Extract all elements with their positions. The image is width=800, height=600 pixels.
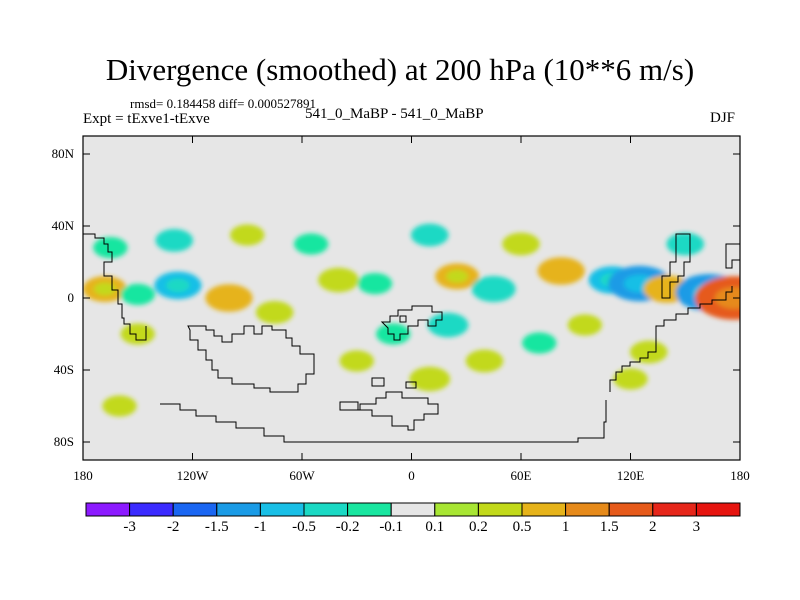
contour-feature: [318, 267, 359, 293]
contour-feature: [409, 366, 451, 392]
colorbar-swatch: [477, 502, 523, 517]
coastline-south-america: [187, 325, 315, 393]
contour-feature: [666, 232, 705, 256]
y-tick-label: 80S: [53, 434, 74, 449]
colorbar-label: 2: [649, 519, 657, 535]
colorbar-label: 1.5: [599, 519, 619, 535]
colorbar-label: -1.5: [204, 519, 229, 535]
y-tick-label: 80N: [51, 146, 74, 161]
contour-fill-layer: [83, 223, 740, 417]
colorbar-swatch: [521, 502, 567, 517]
contour-feature: [567, 314, 603, 336]
contour-feature-core: [217, 291, 241, 305]
coastline-antarctica: [160, 400, 607, 443]
colorbar-swatch: [565, 502, 610, 517]
contour-feature: [93, 237, 128, 259]
colorbar-label: -0.1: [379, 519, 404, 535]
contour-feature: [120, 283, 155, 305]
contour-feature: [502, 232, 540, 256]
colorbar-swatch: [85, 502, 131, 517]
contour-feature: [293, 233, 329, 255]
colorbar-label: -0.2: [335, 519, 360, 535]
colorbar-label: -2: [166, 519, 180, 535]
contour-feature-core: [446, 269, 469, 283]
x-tick-label: 60W: [289, 468, 315, 483]
contour-feature: [410, 223, 449, 247]
contour-feature-core: [482, 282, 505, 296]
y-tick-label: 40S: [53, 362, 74, 377]
x-tick-label: 180: [730, 468, 750, 483]
colorbar-label: -3: [123, 519, 136, 535]
colorbar: [85, 502, 741, 517]
contour-feature-core: [714, 287, 740, 309]
contour-feature: [155, 229, 194, 252]
coastline-africa: [380, 305, 443, 341]
stats-text: rmsd= 0.184458 diff= 0.000527891: [130, 96, 316, 111]
contour-feature: [427, 312, 469, 338]
map-axes: [82, 135, 741, 461]
x-tick-label: 0: [408, 468, 415, 483]
contour-feature: [120, 323, 155, 345]
contour-feature-core: [549, 264, 573, 278]
contour-feature-core: [166, 278, 190, 293]
contour-feature: [357, 273, 393, 295]
colorbar-swatch: [695, 502, 741, 517]
colorbar-swatch: [129, 502, 174, 517]
contour-feature: [255, 301, 294, 324]
colorbar-swatch: [259, 502, 305, 517]
contour-feature: [522, 332, 557, 354]
case-names: 541_0_MaBP - 541_0_MaBP: [305, 106, 484, 122]
chart-title: Divergence (smoothed) at 200 hPa (10**6 …: [105, 52, 695, 87]
colorbar-swatch: [172, 502, 218, 517]
x-tick-label: 120E: [616, 468, 645, 483]
colorbar-swatch: [303, 502, 349, 517]
coastline-indonesia-australia: [609, 286, 733, 392]
contour-feature: [613, 368, 648, 390]
colorbar-label: 3: [692, 519, 701, 535]
contour-feature-core: [655, 282, 679, 296]
colorbar-swatch: [347, 502, 392, 517]
colorbar-label: 0.1: [425, 519, 445, 535]
contour-feature: [465, 349, 504, 373]
season-label: DJF: [710, 110, 736, 126]
colorbar-label: -1: [254, 519, 267, 535]
x-tick-label: 180: [73, 468, 93, 483]
contour-feature: [102, 395, 137, 417]
coastline-layer: [83, 233, 740, 443]
y-tick-label: 0: [67, 290, 75, 305]
experiment-label: Expt = tExve1-tExve: [83, 111, 210, 127]
x-tick-label: 120W: [176, 468, 209, 483]
colorbar-label: -0.5: [292, 519, 316, 535]
colorbar-swatch: [608, 502, 654, 517]
coastline-north-america: [83, 233, 147, 341]
colorbar-swatch: [652, 502, 697, 517]
x-tick-label: 60E: [510, 468, 532, 483]
colorbar-label: 0.2: [469, 519, 488, 535]
colorbar-label: 1: [561, 519, 570, 535]
contour-feature: [230, 224, 265, 246]
contour-feature: [339, 350, 374, 372]
colorbar-swatch: [216, 502, 261, 517]
coastline-islands: [339, 377, 439, 431]
coastline-new-guinea: [661, 233, 740, 299]
colorbar-swatch: [434, 502, 479, 517]
contour-feature-core: [93, 282, 116, 296]
y-tick-label: 40N: [51, 218, 74, 233]
colorbar-label: 0.5: [512, 519, 532, 535]
colorbar-swatch: [390, 502, 436, 517]
